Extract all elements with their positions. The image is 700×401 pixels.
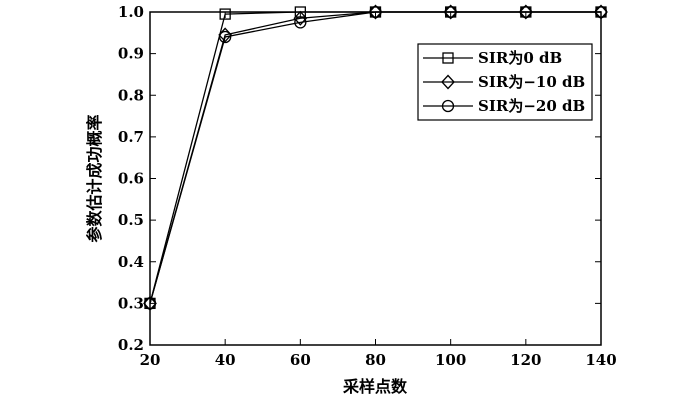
- x-axis-label: 采样点数: [342, 377, 408, 396]
- y-axis: 0.2 0.3 0.4 0.5 0.6 0.7 0.8 0.9 1.0: [118, 3, 601, 354]
- data-point-circle: [143, 297, 157, 310]
- x-tick-label: 20: [140, 351, 161, 369]
- x-tick-label: 120: [510, 351, 541, 369]
- data-point-circle: [519, 5, 532, 19]
- data-point-diamond: [143, 295, 157, 311]
- legend-label: SIR为−10 dB: [478, 73, 585, 91]
- y-tick-label: 0.8: [118, 86, 144, 104]
- data-point-diamond: [518, 4, 533, 20]
- legend-marker-diamond: [441, 74, 455, 90]
- y-tick-label: 0.4: [118, 253, 144, 271]
- y-axis-label: 参数估计成功概率: [85, 114, 104, 242]
- data-point-square: [219, 8, 231, 20]
- data-point-diamond: [594, 4, 608, 20]
- x-tick-label: 100: [435, 351, 466, 369]
- x-tick-label: 140: [585, 351, 616, 369]
- y-tick-label: 0.7: [118, 128, 144, 146]
- y-tick-label: 0.2: [118, 336, 144, 354]
- legend-label: SIR为0 dB: [478, 49, 562, 67]
- y-tick-label: 1.0: [118, 3, 144, 21]
- data-point-diamond: [293, 10, 308, 26]
- x-axis: 20 40 60 80 100 120 140: [140, 12, 617, 369]
- y-tick-label: 0.5: [118, 211, 144, 229]
- data-point-circle: [369, 5, 382, 19]
- legend-item: SIR为−10 dB: [423, 73, 585, 91]
- x-tick-label: 60: [290, 351, 311, 369]
- data-point-diamond: [443, 4, 458, 20]
- legend-marker-circle: [441, 99, 455, 113]
- legend-item: SIR为−20 dB: [423, 97, 585, 115]
- data-point-circle: [219, 30, 232, 44]
- y-tick-label: 0.9: [118, 45, 144, 63]
- legend-label: SIR为−20 dB: [478, 97, 585, 115]
- series-layer: [143, 4, 608, 311]
- legend-item: SIR为0 dB: [423, 49, 562, 67]
- x-tick-label: 40: [215, 351, 236, 369]
- legend-marker-square: [442, 52, 454, 64]
- data-point-circle: [444, 5, 457, 19]
- legend: SIR为0 dB SIR为−10 dB SIR为−20 dB: [417, 43, 593, 121]
- y-tick-label: 0.3: [118, 294, 144, 312]
- series-circle: [143, 5, 608, 310]
- data-point-circle: [294, 16, 307, 29]
- x-tick-label: 80: [365, 351, 386, 369]
- y-tick-label: 0.6: [118, 170, 144, 188]
- series-line-circle: [149, 11, 601, 304]
- data-point-circle: [594, 5, 608, 19]
- data-point-diamond: [368, 4, 383, 20]
